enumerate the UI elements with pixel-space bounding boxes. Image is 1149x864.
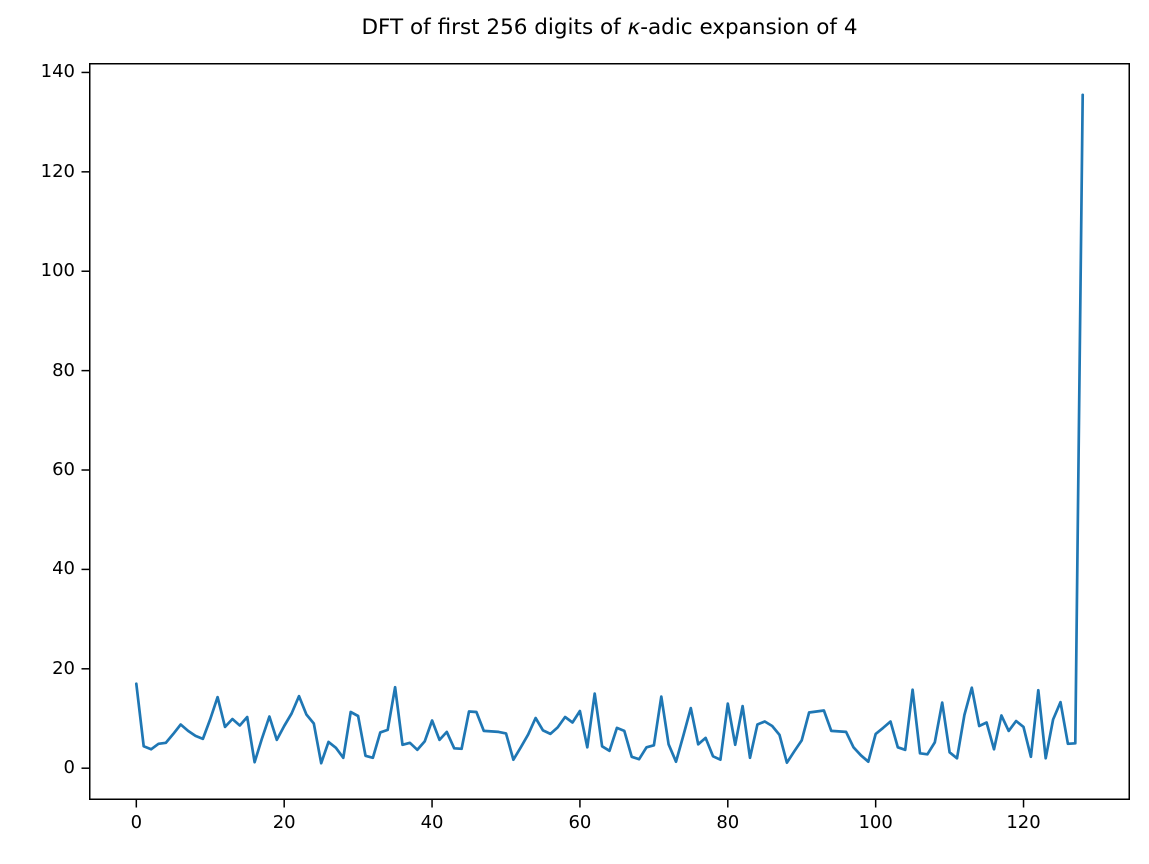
- y-tick-label: 60: [52, 459, 75, 480]
- x-tick-label: 100: [858, 812, 893, 833]
- axes-spines: [89, 63, 1130, 800]
- y-tick-label: 40: [52, 558, 75, 580]
- x-tick-label: 40: [420, 812, 444, 833]
- x-tick-label: 80: [716, 812, 740, 833]
- x-tick-label: 120: [1006, 812, 1041, 833]
- chart-title-prefix: DFT of first 256 digits of: [361, 15, 628, 40]
- x-tick-label: 0: [130, 812, 143, 833]
- x-tick-label: 60: [568, 812, 592, 833]
- y-tick-label: 0: [63, 757, 75, 779]
- y-tick-label: 20: [52, 657, 75, 679]
- y-tick-label: 100: [40, 260, 75, 282]
- chart-title: DFT of first 256 digits of κ-adic expans…: [89, 14, 1130, 42]
- chart-title-suffix: -adic expansion of 4: [640, 15, 858, 40]
- dft-magnitude-line: [134, 93, 1085, 765]
- y-tick-label: 120: [40, 160, 75, 182]
- y-tick-label: 80: [52, 359, 75, 381]
- chart-title-kappa: κ: [627, 15, 641, 40]
- x-tick-label: 20: [272, 812, 296, 833]
- y-tick-label: 140: [40, 61, 75, 83]
